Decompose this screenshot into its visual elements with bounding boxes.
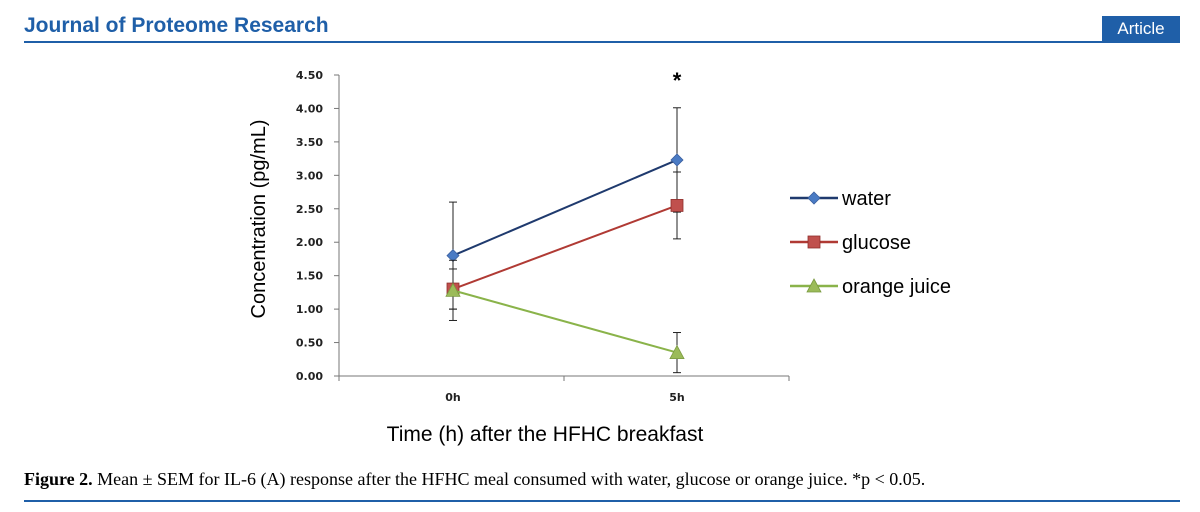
x-axis: 0h 5h <box>338 375 790 404</box>
figure-label: Figure 2. <box>24 469 93 489</box>
legend-label-water: water <box>841 188 891 210</box>
y-tick-label: 3.00 <box>296 169 323 182</box>
footer-rule <box>24 500 1180 502</box>
x-tick-label: 5h <box>669 391 685 404</box>
data-point-orange-juice <box>445 282 461 297</box>
y-tick-label: 1.50 <box>296 270 323 283</box>
significance-marker: * <box>673 68 682 93</box>
y-tick-label: 0.50 <box>296 337 323 350</box>
legend-label-glucose: glucose <box>842 232 911 254</box>
series-line-glucose <box>452 204 678 290</box>
header-rule <box>24 41 1180 43</box>
y-axis-label: Concentration (pg/mL) <box>248 120 270 319</box>
y-axis: 0.00 0.50 1.00 1.50 2.00 2.50 3.00 3.50 4.00 4.50 <box>296 69 340 383</box>
x-tick-label: 0h <box>445 391 461 404</box>
series-line-orange-juice <box>452 289 678 354</box>
legend-marker-orange-juice <box>806 278 822 293</box>
legend: water glucose orange juice <box>790 188 951 298</box>
series-line-water <box>452 159 678 257</box>
legend-marker-water <box>807 191 821 205</box>
article-badge: Article <box>1102 16 1180 42</box>
data-point-orange-juice <box>669 344 685 359</box>
data-point-glucose <box>670 199 684 212</box>
data-point-water <box>670 153 684 167</box>
journal-title: Journal of Proteome Research <box>24 14 329 37</box>
y-tick-label: 0.00 <box>296 370 323 383</box>
y-tick-label: 4.00 <box>296 102 323 115</box>
y-tick-label: 2.00 <box>296 236 323 249</box>
caption-text: Mean ± SEM for IL-6 (A) response after t… <box>97 469 926 489</box>
series-layer <box>445 107 685 374</box>
y-tick-label: 1.00 <box>296 303 323 316</box>
x-axis-label: Time (h) after the HFHC breakfast <box>387 423 704 446</box>
y-tick-label: 3.50 <box>296 136 323 149</box>
legend-label-orange-juice: orange juice <box>842 276 951 298</box>
y-tick-label: 2.50 <box>296 203 323 216</box>
legend-marker-glucose <box>807 235 821 249</box>
y-tick-label: 4.50 <box>296 69 323 82</box>
figure-caption: Figure 2. Mean ± SEM for IL-6 (A) respon… <box>24 469 1180 490</box>
